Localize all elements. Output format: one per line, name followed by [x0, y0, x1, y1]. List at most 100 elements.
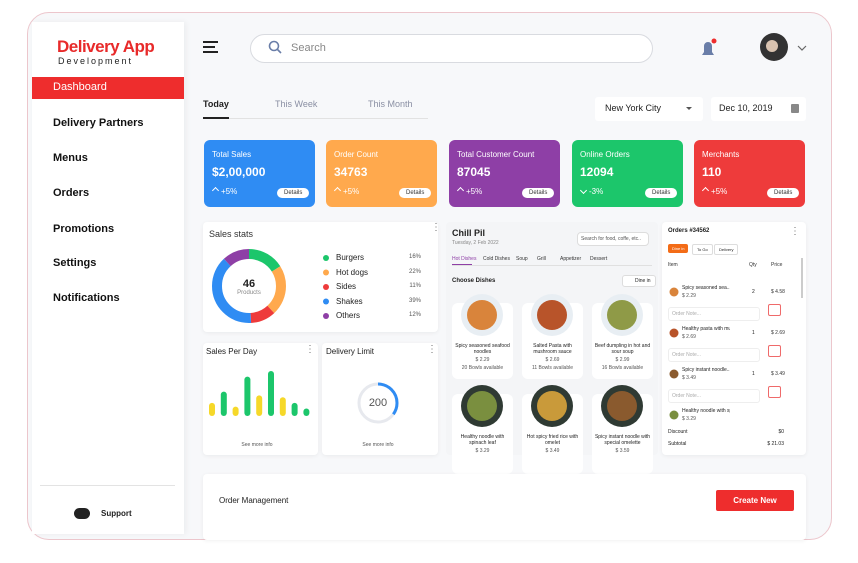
search-box[interactable]	[250, 34, 653, 63]
bar	[279, 397, 286, 416]
item-each: $ 3.49	[682, 375, 696, 381]
dish-tab[interactable]: Dessert	[590, 256, 608, 262]
dish-image	[467, 391, 497, 421]
calendar-icon	[791, 104, 799, 113]
city-select[interactable]	[595, 97, 703, 121]
stat-change: +5%	[221, 187, 238, 196]
menu-item[interactable]: Orders	[53, 187, 90, 199]
period-tab[interactable]: This Week	[275, 99, 318, 109]
more-menu[interactable]: ⋮	[305, 344, 315, 355]
date-select[interactable]	[711, 97, 806, 121]
stat-title: Order Count	[334, 150, 379, 159]
see-more[interactable]: See more info	[362, 442, 394, 448]
dish-image	[467, 300, 497, 330]
delete-button[interactable]	[768, 304, 781, 316]
stat-value: 34763	[334, 165, 368, 179]
menu-item[interactable]: Settings	[53, 257, 97, 269]
dish-tab[interactable]: Cold Dishes	[483, 256, 510, 262]
legend-dot	[323, 284, 329, 290]
dish-name: Healthy noodle with spinach leaf	[460, 434, 505, 446]
support-icon	[74, 508, 90, 519]
legend-dot	[323, 269, 329, 276]
dish-name: Spicy instant noodle with special omelet…	[594, 434, 651, 446]
support[interactable]: Support	[101, 509, 132, 518]
menu-item[interactable]: Notifications	[53, 292, 120, 304]
dish-tab[interactable]: Grill	[537, 256, 546, 262]
dish-price: $ 2.69	[545, 357, 560, 363]
period-tab[interactable]: This Month	[368, 99, 413, 109]
see-more[interactable]: See more info	[241, 442, 273, 448]
panel	[662, 222, 806, 455]
dish-availability: 20 Bowls available	[461, 365, 504, 371]
details-button[interactable]: Details	[767, 188, 800, 198]
dish-tab[interactable]: Hot Dishes	[452, 256, 477, 262]
legend-value: 12%	[408, 312, 421, 318]
order-tab[interactable]: To Go	[692, 244, 713, 255]
restaurant-name: Chill Pil	[452, 228, 486, 238]
more-menu[interactable]: ⋮	[427, 344, 437, 355]
legend-value: 11%	[409, 283, 421, 289]
order-note[interactable]: Order Note...	[668, 307, 760, 321]
period-tab[interactable]: Today	[203, 99, 229, 109]
details-button[interactable]: Details	[522, 188, 555, 198]
tab-line	[452, 265, 652, 266]
food-search[interactable]: Search for food, coffe, etc..	[577, 232, 649, 246]
delete-button[interactable]	[768, 386, 781, 398]
donut-center-label: Products	[237, 290, 261, 296]
search-icon	[268, 40, 280, 52]
dish-name: Spicy seasoned seafood noodles	[455, 343, 510, 355]
menu-bar[interactable]	[203, 51, 218, 53]
menu-bar[interactable]	[203, 41, 218, 43]
dish-name: Beef dumpling in hot and sour soup	[594, 343, 651, 355]
menu-bar[interactable]	[203, 46, 215, 48]
dish-tab[interactable]: Appetizer	[560, 256, 582, 262]
dine-select[interactable]: Dine in	[622, 275, 656, 287]
dish-price: $ 2.99	[615, 357, 630, 363]
legend-value: 39%	[408, 297, 421, 304]
scrollbar	[801, 258, 803, 298]
menu-active-bg	[32, 77, 184, 99]
order-tab[interactable]: Delivery	[714, 244, 739, 255]
details-button[interactable]: Details	[645, 188, 678, 198]
more-menu[interactable]: ⋮	[431, 222, 441, 233]
dish-availability: 11 Bowls available	[531, 365, 574, 371]
city: New York City	[605, 103, 662, 113]
dish-tab[interactable]: Soup	[516, 256, 528, 262]
bar	[256, 395, 263, 416]
chevron	[797, 45, 807, 51]
menu-item[interactable]: Dashboard	[53, 81, 107, 93]
item-each: $ 3.29	[682, 416, 696, 422]
donut-segment	[212, 249, 286, 323]
order-note[interactable]: Order Note...	[668, 348, 760, 362]
order-title: Orders #34562	[668, 228, 710, 234]
legend-name: Sides	[336, 282, 357, 291]
details-button[interactable]: Details	[277, 188, 310, 198]
create-button[interactable]: Create New	[716, 490, 794, 511]
gauge-fill	[357, 382, 399, 424]
item-name: Healthy noodle with sp...	[682, 408, 730, 414]
dish-price: $ 3.49	[545, 448, 560, 454]
item-qty: 2	[752, 289, 755, 295]
stat-change: -3%	[589, 187, 604, 196]
dish-image	[607, 391, 637, 421]
panel	[203, 474, 806, 540]
legend-dot	[323, 255, 329, 261]
menu-item[interactable]: Delivery Partners	[53, 117, 144, 129]
delete-button[interactable]	[768, 345, 781, 357]
bar	[244, 376, 251, 416]
order-tab[interactable]: Dine in	[668, 244, 689, 253]
item-thumb	[669, 287, 679, 297]
menu-item[interactable]: Promotions	[53, 223, 115, 235]
subtotal-label: Subtotal	[668, 441, 687, 447]
donut-center-value: 46	[242, 278, 256, 290]
bar	[303, 408, 310, 416]
details-button[interactable]: Details	[399, 188, 432, 198]
stat-change: +5%	[343, 187, 360, 196]
menu-item[interactable]: Menus	[53, 152, 88, 164]
panel-title: Sales Per Day	[206, 347, 258, 356]
order-note[interactable]: Order Note...	[668, 389, 760, 403]
dropdown-arrow	[686, 107, 692, 110]
item-qty: 1	[752, 371, 755, 377]
legend-value: 22%	[408, 268, 421, 275]
more-menu[interactable]: ⋮	[790, 226, 800, 237]
